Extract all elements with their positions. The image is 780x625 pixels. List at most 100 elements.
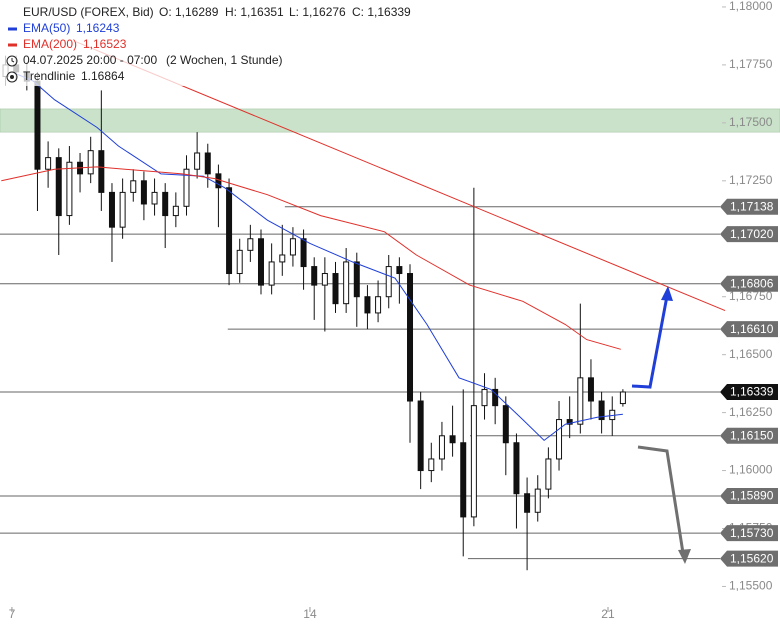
level-label: 1,16150 [730, 428, 774, 442]
legend-value: 1,16243 [76, 21, 120, 35]
zone [0, 108, 780, 133]
candle-body [257, 238, 264, 286]
candle-body [375, 296, 382, 314]
legend-value: 1.16864 [81, 69, 125, 83]
candle-body [194, 152, 201, 170]
candle-body [556, 419, 563, 460]
candle-body [247, 238, 254, 251]
projection-arrow-up [631, 295, 669, 389]
candle-body [449, 435, 456, 444]
y-tick-label: 1,16500 [729, 347, 773, 361]
candle-body [108, 191, 115, 228]
legend-label: EMA(200) [23, 37, 77, 51]
level-label: 1,17020 [730, 227, 774, 241]
candle-body [268, 261, 275, 286]
level-label: 1,16339 [730, 385, 774, 399]
candle-body [396, 266, 403, 275]
candle-body [332, 273, 339, 305]
candle-body [619, 391, 626, 405]
y-tick-label: 1,18000 [729, 0, 773, 13]
level-label-box [720, 525, 778, 542]
timeframe: (2 Wochen, 1 Stunde) [166, 53, 283, 67]
legend-value: 1,16523 [83, 37, 127, 51]
level-label-box [720, 321, 778, 338]
x-tick-label: 14 [303, 607, 317, 621]
candle-body [470, 405, 477, 518]
level-label-box [720, 427, 778, 444]
ohlc-label: C: 1,16339 [352, 5, 411, 19]
candle-body [236, 249, 243, 275]
candle-body [438, 435, 445, 460]
legend-label: EMA(50) [23, 21, 70, 35]
candle-body [492, 388, 499, 407]
clock-icon [6, 55, 18, 67]
candle-body [598, 400, 605, 421]
candle-body [172, 205, 179, 217]
level-label-box [720, 275, 778, 292]
y-tick-label: 1,15500 [729, 579, 773, 593]
candle-body [162, 191, 169, 217]
trend-icon [6, 71, 18, 83]
candle-body [55, 157, 62, 217]
projection-arrow-down [637, 445, 685, 554]
level-label-box [720, 226, 778, 243]
candle-body [545, 458, 552, 490]
x-tick-label: 7 [9, 607, 16, 621]
candle-body [204, 152, 211, 175]
candle-body [311, 266, 318, 286]
candle-body [481, 388, 488, 407]
candle-body [577, 377, 584, 425]
legend: EUR/USD (FOREX, Bid) O: 1,16289 H: 1,163… [0, 2, 411, 86]
candle-body [566, 419, 573, 425]
level-label: 1,17138 [730, 199, 774, 213]
ohlc-label: O: 1,16289 [159, 5, 219, 19]
ohlc-label: L: 1,16276 [289, 5, 346, 19]
candle-body [364, 296, 371, 314]
candle-body [130, 180, 137, 193]
line-series [75, 41, 726, 312]
candle-body [407, 273, 414, 402]
candle-body [119, 191, 126, 228]
y-tick-label: 1,16000 [729, 463, 773, 477]
candle-body [45, 157, 52, 170]
candle-body [183, 168, 190, 207]
candle-body [151, 191, 158, 205]
y-tick-label: 1,16750 [729, 289, 773, 303]
legend-background [0, 2, 290, 86]
candle-body [385, 266, 392, 298]
ohlc-label: H: 1,16351 [225, 5, 284, 19]
period: 04.07.2025 20:00 - 07:00 [23, 53, 157, 67]
chart-title: EUR/USD (FOREX, Bid) [23, 5, 154, 19]
level-label: 1,15620 [730, 551, 774, 565]
legend-label: Trendlinie [23, 69, 76, 83]
candle-body [279, 254, 286, 263]
level-label-box [720, 550, 778, 567]
candle-body [460, 442, 467, 518]
y-tick-label: 1,16250 [729, 405, 773, 419]
level-label: 1,15730 [730, 526, 774, 540]
candle-body [321, 273, 328, 286]
clock-hand [11, 58, 15, 63]
candle-body [524, 493, 531, 513]
candle-body [343, 261, 350, 305]
level-label: 1,16806 [730, 276, 774, 290]
candle-body [417, 400, 424, 472]
candle-body [513, 442, 520, 495]
level-label-box [720, 198, 778, 215]
candle-body [34, 80, 41, 170]
candle-body [353, 261, 360, 298]
candle-body [534, 488, 541, 513]
line-series [1, 166, 621, 350]
y-tick-label: 1,17500 [729, 115, 773, 129]
candle-body [226, 187, 233, 275]
level-label-box [720, 488, 778, 505]
level-label-box [720, 383, 778, 400]
x-tick-label: 21 [601, 607, 615, 621]
candle-body [428, 458, 435, 472]
candle-body [587, 377, 594, 402]
candle-body [289, 238, 296, 256]
candle-body [87, 150, 94, 175]
